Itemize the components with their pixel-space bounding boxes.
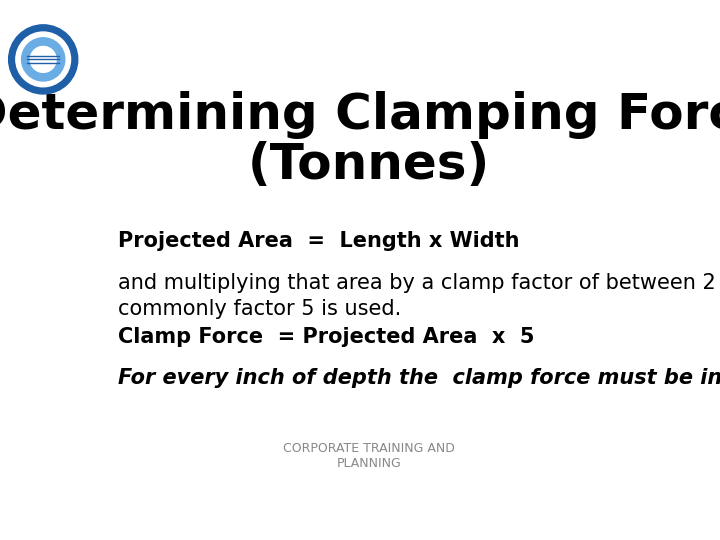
Circle shape [22, 38, 65, 81]
Text: and multiplying that area by a clamp factor of between 2 and 8. Most
commonly fa: and multiplying that area by a clamp fac… [118, 273, 720, 319]
Text: eVQI: eVQI [649, 29, 686, 43]
Circle shape [16, 32, 71, 87]
Text: Projected Area  =  Length x Width: Projected Area = Length x Width [118, 231, 519, 251]
Circle shape [9, 25, 78, 94]
Text: Determining Clamping Force: Determining Clamping Force [0, 91, 720, 139]
Text: (Tonnes): (Tonnes) [248, 140, 490, 188]
Text: For every inch of depth the  clamp force must be increased by 10%.: For every inch of depth the clamp force … [118, 368, 720, 388]
Text: Ce · fied ISO 9001:2000 by: Ce · fied ISO 9001:2000 by [631, 16, 705, 21]
Text: CORPORATE TRAINING AND
PLANNING: CORPORATE TRAINING AND PLANNING [283, 442, 455, 470]
Text: Clamp Force  = Projected Area  x  5: Clamp Force = Projected Area x 5 [118, 327, 534, 347]
Circle shape [30, 46, 56, 72]
